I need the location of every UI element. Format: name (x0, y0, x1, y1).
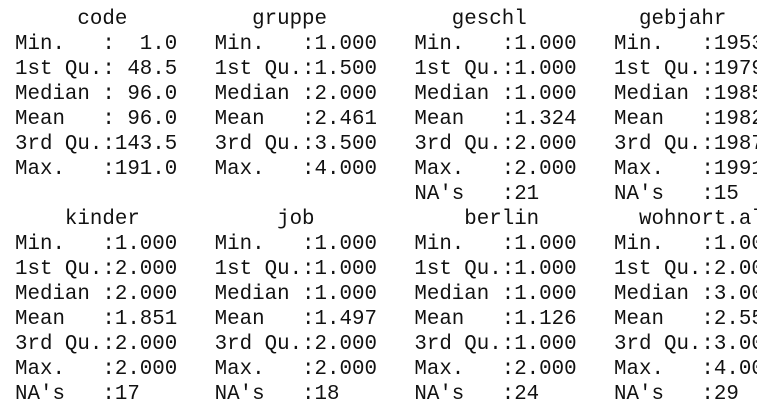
summary-row-min-2: Min. :1.000 Min. :1.000 Min. :1.000 Min.… (15, 233, 757, 256)
summary-row-median-2: Median :2.000 Median :1.000 Median :1.00… (15, 283, 757, 306)
summary-row-mean-2: Mean :1.851 Mean :1.497 Mean :1.126 Mean… (15, 308, 757, 331)
summary-row-1st-qu-2: 1st Qu.:2.000 1st Qu.:1.000 1st Qu.:1.00… (15, 258, 757, 281)
summary-row-min-1: Min. : 1.0 Min. :1.000 Min. :1.000 Min. … (15, 33, 757, 56)
summary-row-nas-2: NA's :17 NA's :18 NA's :24 NA's :29 (15, 383, 757, 406)
header-row-2: kinder job berlin wohnort.alt (15, 208, 757, 231)
summary-row-mean-1: Mean : 96.0 Mean :2.461 Mean :1.324 Mean… (15, 108, 757, 131)
summary-row-nas-1: NA's :21 NA's :15 (15, 183, 757, 206)
summary-row-3rd-qu-2: 3rd Qu.:2.000 3rd Qu.:2.000 3rd Qu.:1.00… (15, 333, 757, 356)
summary-row-1st-qu-1: 1st Qu.: 48.5 1st Qu.:1.500 1st Qu.:1.00… (15, 58, 757, 81)
summary-row-3rd-qu-1: 3rd Qu.:143.5 3rd Qu.:3.500 3rd Qu.:2.00… (15, 133, 757, 156)
summary-row-max-2: Max. :2.000 Max. :2.000 Max. :2.000 Max.… (15, 358, 757, 381)
summary-row-median-1: Median : 96.0 Median :2.000 Median :1.00… (15, 83, 757, 106)
header-row-1: code gruppe geschl gebjahr (15, 8, 757, 31)
summary-row-max-1: Max. :191.0 Max. :4.000 Max. :2.000 Max.… (15, 158, 757, 181)
console-output: code gruppe geschl gebjahr Min. : 1.0 Mi… (15, 7, 757, 407)
